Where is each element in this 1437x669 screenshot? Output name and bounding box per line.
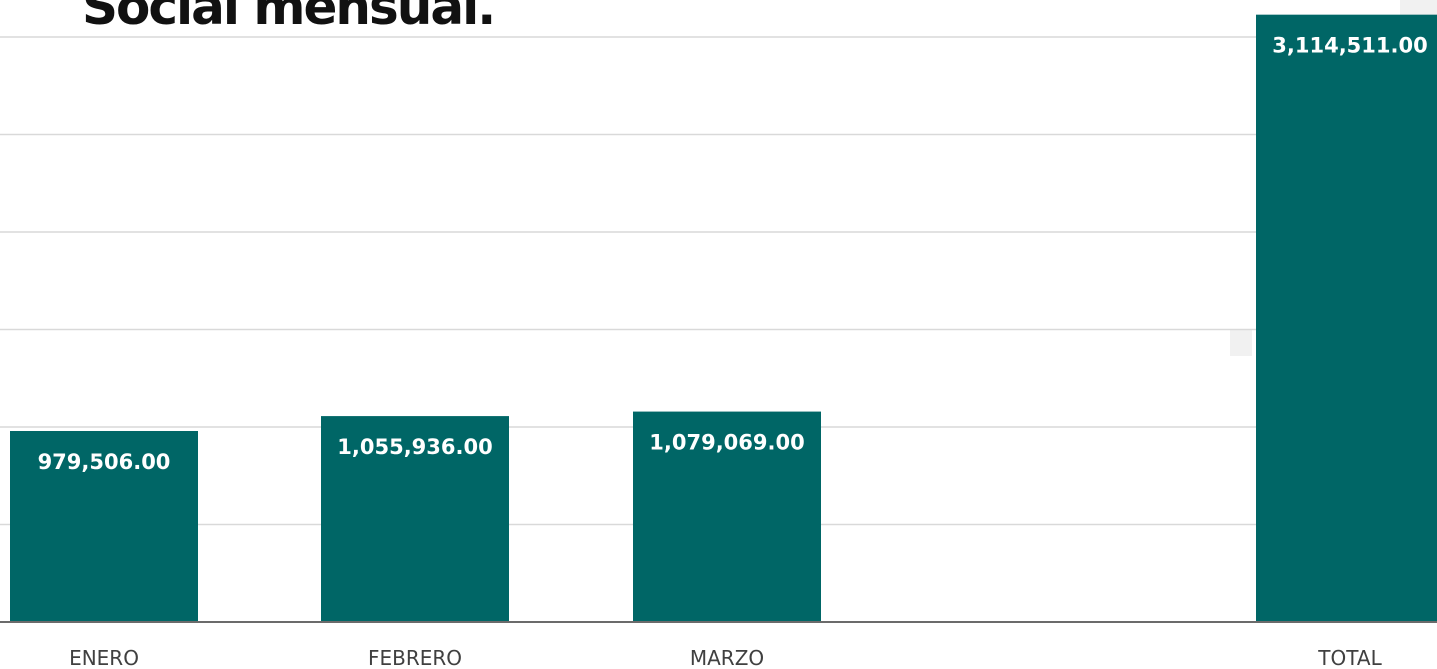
bar-total <box>1256 14 1437 623</box>
chart-title: Social mensual. <box>82 0 496 36</box>
x-tick-label: FEBRERO <box>368 646 462 669</box>
data-label: 1,079,069.00 <box>649 431 804 455</box>
x-tick-label: MARZO <box>690 646 764 669</box>
bars <box>10 14 1437 623</box>
data-label: 1,055,936.00 <box>337 435 492 459</box>
bar-enero <box>10 430 198 622</box>
x-axis: ENERO FEBRERO MARZO TOTAL <box>0 621 1437 669</box>
x-tick-label: ENERO <box>69 646 139 669</box>
watermark-mark <box>1230 330 1252 356</box>
data-labels: 979,506.00 1,055,936.00 1,079,069.00 3,114,… <box>38 34 1428 474</box>
bar-marzo <box>633 411 821 622</box>
data-label: 3,114,511.00 <box>1272 34 1427 58</box>
bar-febrero <box>321 416 509 622</box>
x-tick-label: TOTAL <box>1317 646 1382 669</box>
watermark-mark <box>1400 0 1437 18</box>
watermark <box>1230 0 1437 356</box>
data-label: 979,506.00 <box>38 450 171 474</box>
